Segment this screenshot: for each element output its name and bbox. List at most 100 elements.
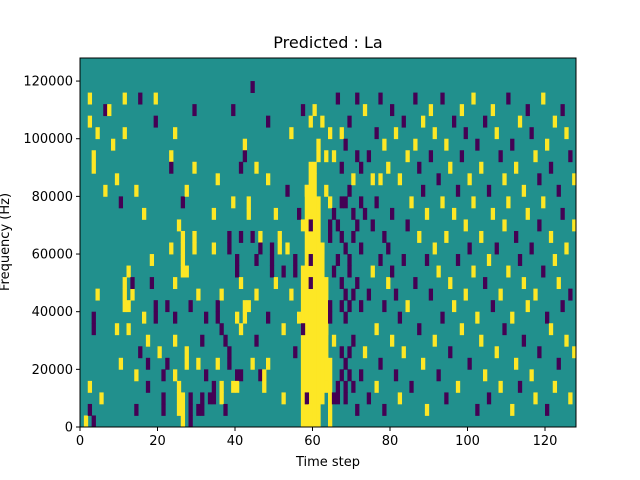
heatmap-cell (351, 230, 356, 243)
heatmap-cell (223, 334, 228, 347)
heatmap-cell (176, 380, 182, 393)
y-tick-label: 100000 (23, 132, 73, 147)
heatmap-cell (444, 138, 449, 151)
heatmap-cell (459, 323, 465, 336)
heatmap-cell (490, 207, 496, 220)
heatmap-cell (572, 219, 577, 232)
x-tick-label: 80 (382, 434, 399, 449)
heatmap-cell (173, 369, 178, 382)
heatmap-cell (211, 392, 217, 405)
heatmap-cell (548, 230, 554, 243)
heatmap-cell (324, 323, 329, 336)
heatmap-cell (258, 242, 263, 255)
heatmap-cell (409, 196, 414, 209)
heatmap-cell (316, 277, 321, 290)
heatmap-cell (537, 173, 542, 186)
heatmap-cell (552, 380, 558, 393)
y-tick-label: 0 (65, 421, 73, 436)
heatmap-cell (355, 150, 360, 163)
heatmap-cell (475, 403, 480, 416)
heatmap-cell (448, 346, 453, 359)
heatmap-cell (173, 127, 178, 140)
heatmap-cell (308, 219, 313, 232)
heatmap-cell (324, 184, 329, 197)
heatmap-cell (304, 392, 310, 405)
heatmap-cell (215, 173, 220, 186)
heatmap-cell (564, 127, 569, 140)
heatmap-cell (320, 115, 325, 128)
heatmap-cell (118, 357, 124, 370)
heatmap-cell (424, 254, 430, 266)
heatmap-cell (297, 207, 302, 220)
heatmap-cell (204, 311, 209, 324)
heatmap-cell (541, 265, 546, 278)
heatmap-cell (227, 242, 232, 255)
heatmap-cell (246, 300, 251, 313)
heatmap-cell (347, 115, 352, 128)
heatmap-cell (339, 127, 344, 140)
heatmap-cell (328, 196, 333, 209)
heatmap-cell (331, 150, 337, 163)
heatmap-cell (165, 300, 170, 313)
heatmap-cell (316, 138, 321, 151)
heatmap-cell (293, 265, 298, 278)
heatmap-cell (254, 334, 259, 347)
heatmap-cell (238, 230, 244, 243)
heatmap-cell (432, 242, 437, 255)
heatmap-cell (475, 138, 480, 151)
heatmap-cell (424, 403, 430, 416)
heatmap-cell (153, 311, 158, 324)
plot-frame (79, 57, 577, 428)
heatmap-cell (122, 288, 127, 301)
heatmap-cell (545, 403, 550, 416)
heatmap-cell (266, 311, 271, 324)
heatmap-cell (339, 196, 344, 209)
heatmap-cell (149, 277, 155, 290)
heatmap-cell (328, 357, 333, 428)
heatmap-cell (83, 415, 89, 428)
heatmap-cell (335, 392, 341, 405)
heatmap-cell (308, 403, 313, 416)
heatmap-cell (227, 357, 232, 370)
heatmap-cell (401, 254, 406, 266)
heatmap-cell (188, 300, 193, 313)
heatmap-cell (455, 184, 461, 197)
heatmap-cell (103, 184, 108, 197)
heatmap-cell (459, 150, 465, 163)
heatmap-cell (486, 184, 492, 197)
heatmap-cell (564, 242, 569, 255)
heatmap-cell (145, 357, 151, 370)
heatmap-cell (568, 288, 573, 301)
heatmap-cell (393, 127, 399, 140)
heatmap-cell (467, 173, 472, 186)
heatmap-cell (95, 127, 100, 140)
heatmap-cell (455, 380, 461, 393)
heatmap-cell (254, 161, 259, 174)
heatmap-cell (328, 300, 333, 313)
heatmap-cell (300, 265, 306, 428)
heatmap-cell (556, 184, 561, 197)
heatmap-cell (176, 403, 182, 416)
heatmap-cell (541, 92, 546, 105)
heatmap-cell (196, 403, 201, 416)
heatmap-cell (312, 104, 317, 117)
heatmap-cell (471, 196, 476, 209)
heatmap-cell (475, 311, 480, 324)
heatmap-cell (300, 219, 306, 232)
heatmap-cell (169, 150, 174, 163)
heatmap-cell (308, 115, 313, 128)
heatmap-cell (308, 277, 313, 290)
heatmap-cell (335, 254, 341, 266)
heatmap-cell (347, 184, 352, 197)
heatmap-cell (378, 357, 383, 370)
heatmap-cell (378, 173, 383, 186)
heatmap-cell (556, 277, 561, 290)
heatmap-cell (359, 242, 364, 255)
heatmap-cell (343, 392, 348, 405)
heatmap-cell (180, 230, 186, 243)
heatmap-cell (374, 323, 379, 336)
heatmap-cell (262, 369, 267, 382)
heatmap-cell (335, 219, 341, 232)
heatmap-cell (266, 357, 271, 370)
heatmap-cell (258, 369, 263, 382)
